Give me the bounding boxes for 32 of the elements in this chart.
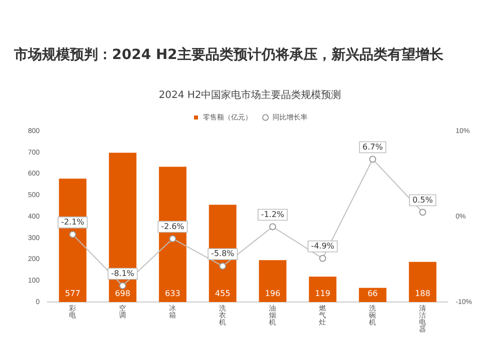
- point: [169, 235, 176, 242]
- point: [269, 223, 276, 230]
- data-label: -1.2%: [261, 210, 285, 219]
- point: [419, 208, 426, 216]
- point: [319, 254, 326, 262]
- point: [369, 156, 376, 163]
- data-label: -8.1%: [111, 268, 135, 278]
- data-label: 698: [115, 289, 130, 298]
- bar: [308, 276, 336, 302]
- bar: [108, 152, 136, 302]
- data-label: 0.5%: [412, 195, 434, 204]
- data-label: 188: [415, 289, 430, 298]
- data-label: 577: [65, 289, 80, 298]
- data-label: 455: [215, 289, 230, 298]
- bar: [408, 262, 436, 302]
- data-label: -4.9%: [311, 241, 335, 250]
- bar: [258, 260, 286, 302]
- data-label: -2.6%: [161, 222, 185, 231]
- bar: [58, 178, 86, 302]
- chart-subtitle: 2024 H2中国家电市场主要品类规模预测: [158, 88, 342, 102]
- data-label: 6.7%: [362, 142, 384, 152]
- data-label: 66: [368, 289, 378, 298]
- data-label: 633: [165, 289, 180, 298]
- data-label: -5.8%: [211, 249, 235, 258]
- point: [219, 262, 226, 270]
- point: [69, 230, 76, 238]
- point: [119, 282, 126, 290]
- bar: [158, 166, 186, 302]
- data-label: 119: [315, 289, 330, 298]
- data-label: -2.1%: [61, 218, 85, 227]
- data-label: 196: [265, 289, 280, 298]
- chart-title: 市场规模预判：2024 H2主要品类预计仍将承压，新兴品类有望增长: [14, 46, 444, 64]
